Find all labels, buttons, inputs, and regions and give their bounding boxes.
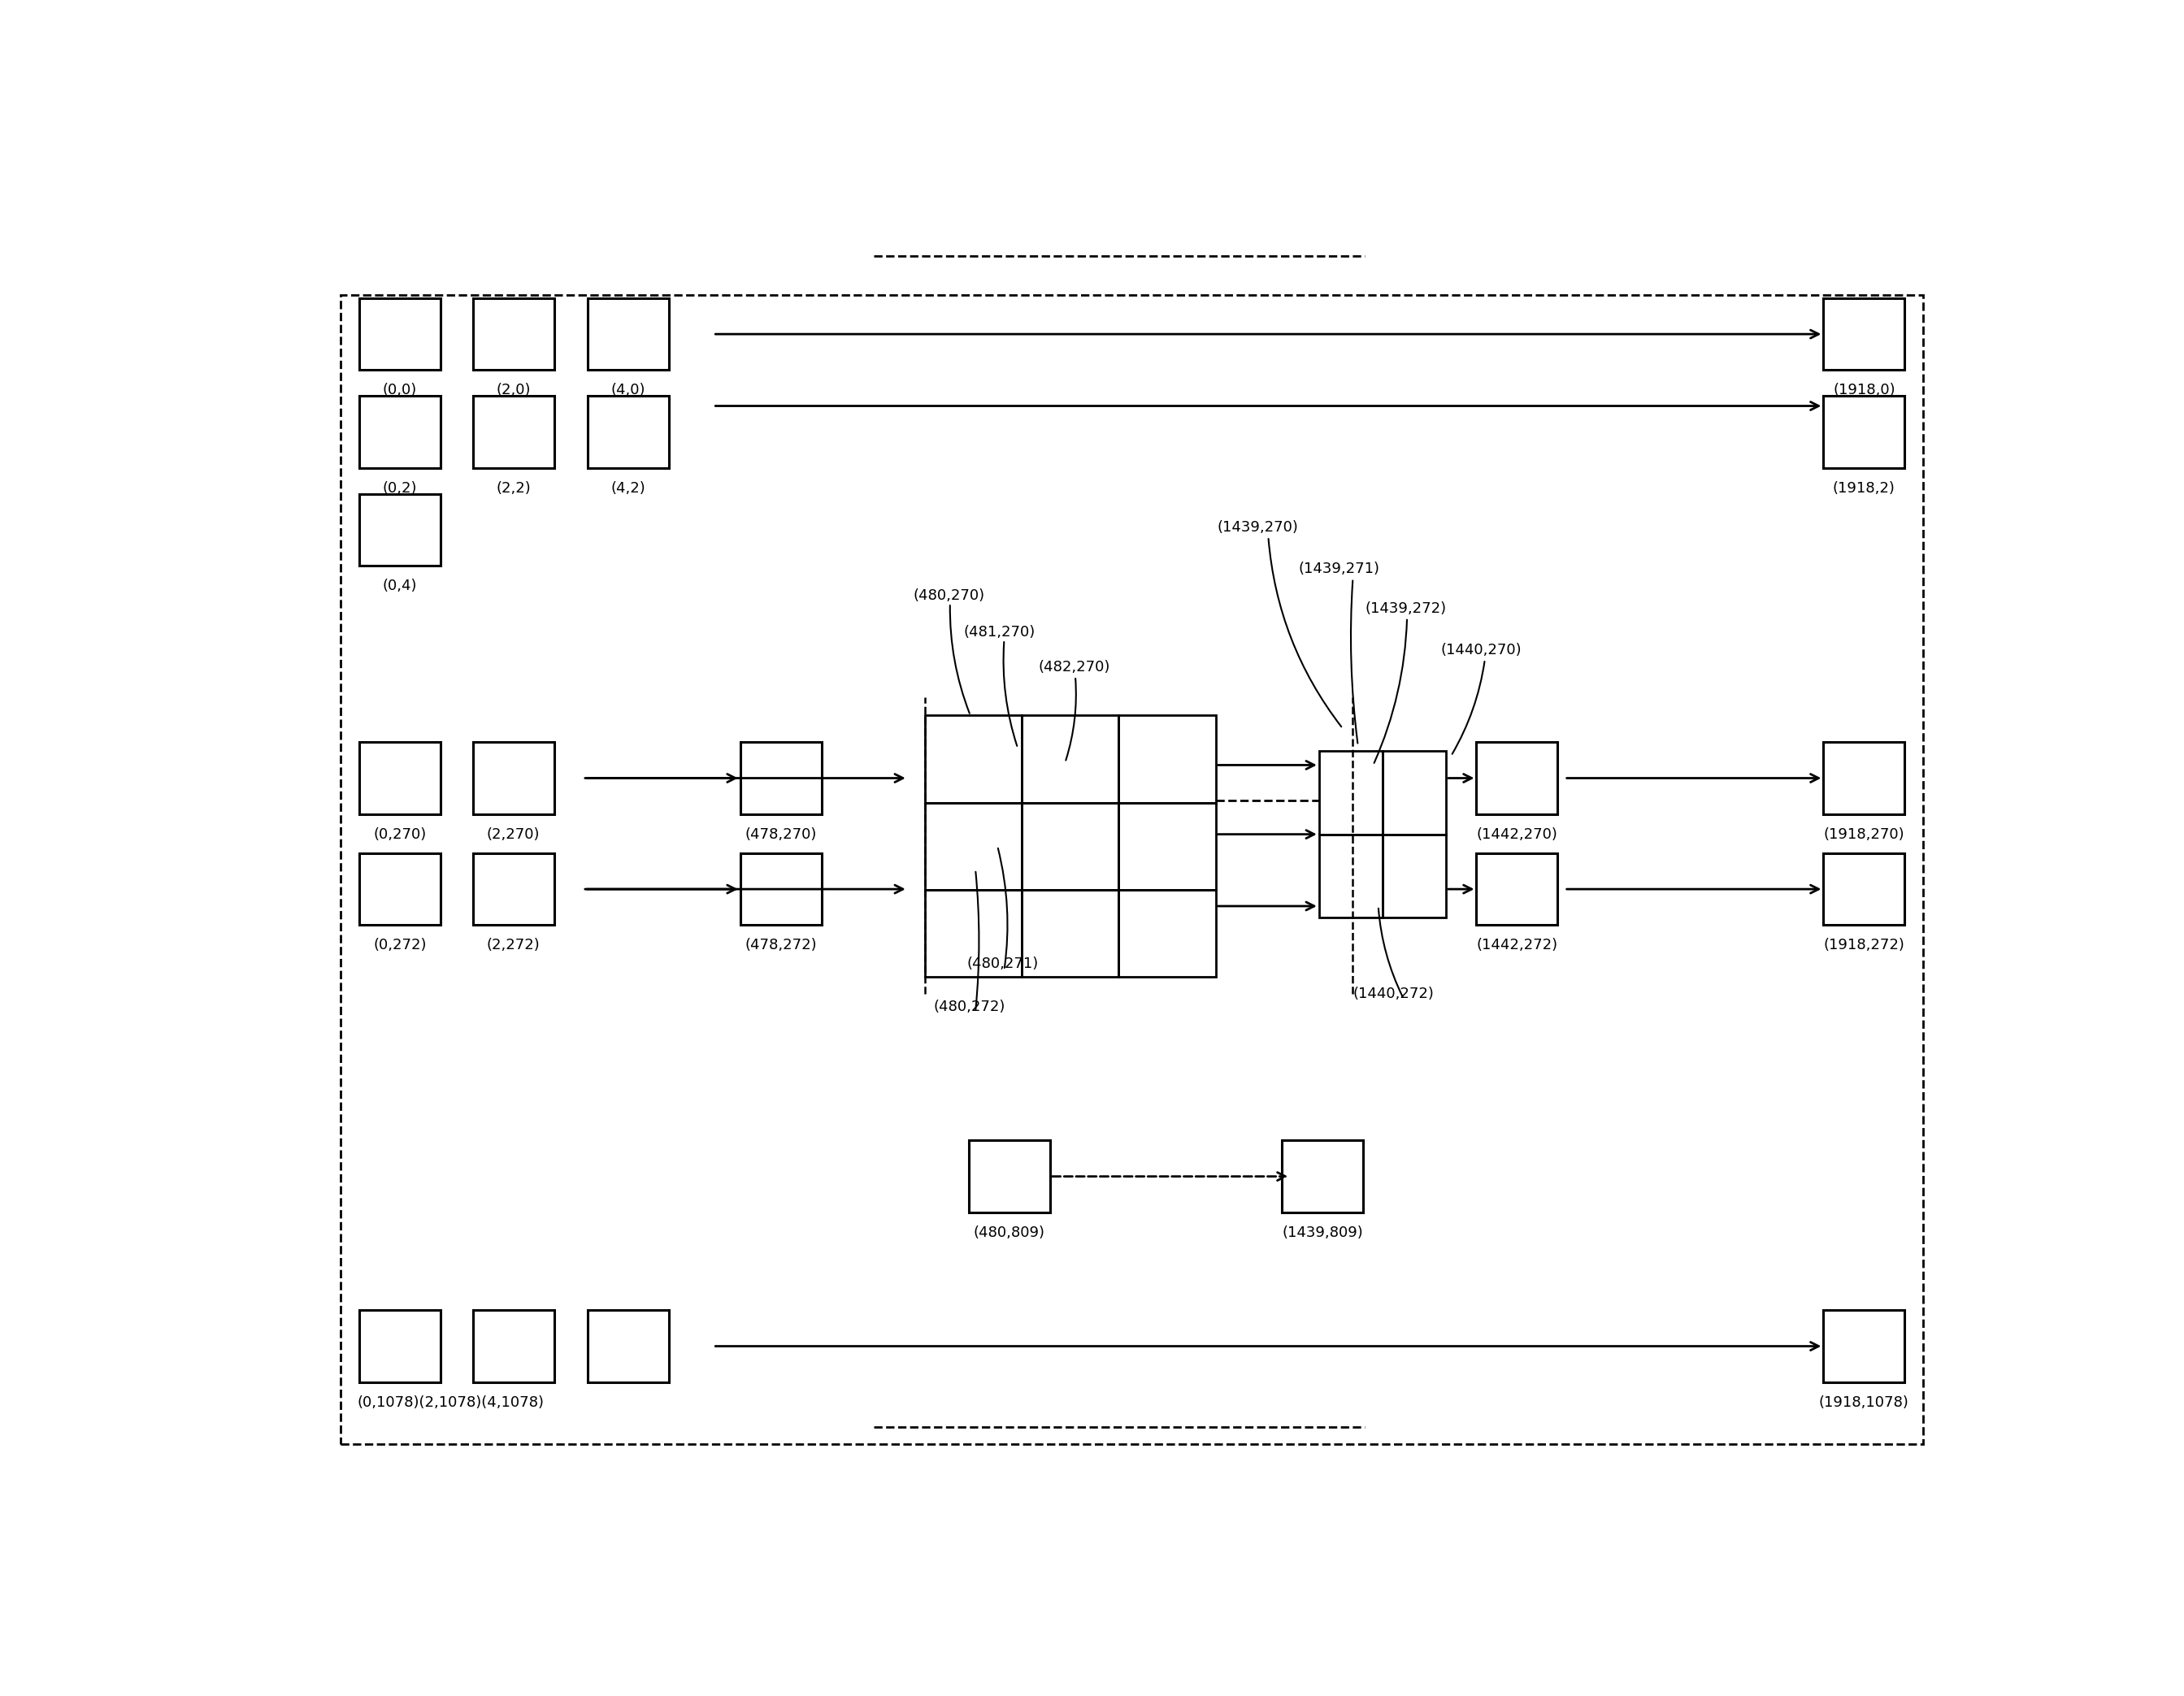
Text: (1442,272): (1442,272) bbox=[1476, 938, 1557, 953]
Text: (4,2): (4,2) bbox=[612, 482, 646, 495]
Text: (1440,270): (1440,270) bbox=[1441, 643, 1522, 658]
Bar bbox=[1824, 1311, 1904, 1382]
Bar bbox=[1824, 743, 1904, 814]
Bar bbox=[1118, 890, 1216, 977]
Bar bbox=[360, 743, 441, 814]
Text: (1439,272): (1439,272) bbox=[1365, 600, 1446, 616]
Bar bbox=[1022, 802, 1118, 890]
Bar bbox=[472, 743, 555, 814]
Bar bbox=[587, 1311, 668, 1382]
Text: (0,270): (0,270) bbox=[373, 828, 426, 841]
Text: (482,270): (482,270) bbox=[1037, 660, 1109, 675]
Text: (1439,809): (1439,809) bbox=[1282, 1226, 1363, 1240]
Bar bbox=[924, 890, 1022, 977]
Text: (1440,272): (1440,272) bbox=[1352, 987, 1435, 1001]
Text: (480,272): (480,272) bbox=[933, 999, 1005, 1014]
Bar bbox=[1282, 1140, 1363, 1213]
Text: (2,270): (2,270) bbox=[487, 828, 539, 841]
Bar bbox=[472, 397, 555, 468]
Text: (4,0): (4,0) bbox=[612, 383, 646, 397]
Text: (2,0): (2,0) bbox=[496, 383, 531, 397]
Bar bbox=[1824, 853, 1904, 924]
Bar bbox=[1476, 743, 1557, 814]
Bar bbox=[1319, 751, 1382, 834]
Bar bbox=[924, 802, 1022, 890]
Bar bbox=[472, 298, 555, 370]
Text: (1918,2): (1918,2) bbox=[1832, 482, 1896, 495]
Bar bbox=[587, 397, 668, 468]
Text: (1439,270): (1439,270) bbox=[1216, 521, 1299, 534]
Bar bbox=[1382, 751, 1446, 834]
Text: (1918,270): (1918,270) bbox=[1824, 828, 1904, 841]
Text: (2,2): (2,2) bbox=[496, 482, 531, 495]
Bar bbox=[360, 853, 441, 924]
Bar bbox=[360, 298, 441, 370]
Text: (0,0): (0,0) bbox=[382, 383, 417, 397]
Text: (0,4): (0,4) bbox=[382, 578, 417, 594]
Bar bbox=[970, 1140, 1051, 1213]
Text: (1439,271): (1439,271) bbox=[1299, 561, 1380, 577]
Text: (1918,0): (1918,0) bbox=[1832, 383, 1896, 397]
Text: (0,272): (0,272) bbox=[373, 938, 426, 953]
Text: (480,270): (480,270) bbox=[913, 589, 985, 602]
Bar bbox=[1118, 802, 1216, 890]
Bar bbox=[472, 1311, 555, 1382]
Bar bbox=[1824, 397, 1904, 468]
Bar bbox=[740, 743, 821, 814]
Text: (2,272): (2,272) bbox=[487, 938, 539, 953]
Bar bbox=[472, 853, 555, 924]
Text: (1918,1078): (1918,1078) bbox=[1819, 1396, 1909, 1409]
Bar bbox=[1824, 298, 1904, 370]
Text: (481,270): (481,270) bbox=[963, 624, 1035, 639]
Text: (480,809): (480,809) bbox=[974, 1226, 1046, 1240]
Bar bbox=[740, 853, 821, 924]
Text: (478,272): (478,272) bbox=[745, 938, 817, 953]
Bar bbox=[1022, 890, 1118, 977]
Bar bbox=[1022, 716, 1118, 802]
Text: (480,271): (480,271) bbox=[968, 957, 1040, 970]
Bar bbox=[587, 298, 668, 370]
Text: (1442,270): (1442,270) bbox=[1476, 828, 1557, 841]
Bar bbox=[1382, 834, 1446, 918]
Bar bbox=[924, 716, 1022, 802]
Text: (1918,272): (1918,272) bbox=[1824, 938, 1904, 953]
Bar bbox=[1319, 834, 1382, 918]
Bar bbox=[360, 1311, 441, 1382]
Bar bbox=[360, 494, 441, 566]
Bar bbox=[341, 295, 1924, 1445]
Text: (0,2): (0,2) bbox=[382, 482, 417, 495]
Text: (478,270): (478,270) bbox=[745, 828, 817, 841]
Bar bbox=[1476, 853, 1557, 924]
Bar bbox=[360, 397, 441, 468]
Bar bbox=[1118, 716, 1216, 802]
Text: (0,1078)(2,1078)(4,1078): (0,1078)(2,1078)(4,1078) bbox=[358, 1396, 544, 1409]
